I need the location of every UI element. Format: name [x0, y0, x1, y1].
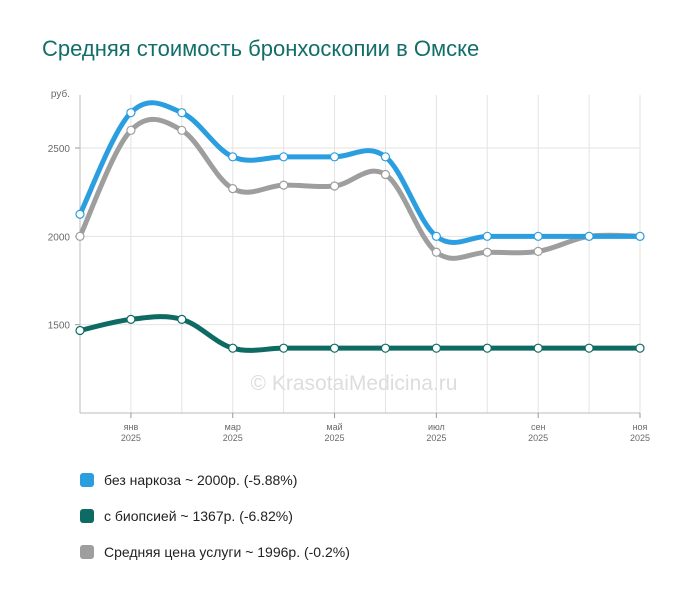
- legend-swatch: [80, 545, 94, 559]
- x-tick-label-month: май: [326, 422, 342, 432]
- x-tick-label-month: июл: [428, 422, 445, 432]
- data-point: [380, 152, 391, 162]
- x-tick-label-month: янв: [124, 422, 139, 432]
- x-tick-label-year: 2025: [325, 433, 345, 443]
- legend-label: без наркоза ~ 2000р. (-5.88%): [104, 472, 298, 488]
- series-line: [77, 314, 643, 353]
- data-point: [75, 325, 85, 336]
- data-point: [228, 152, 238, 162]
- legend-swatch: [80, 509, 94, 523]
- data-point: [177, 125, 187, 135]
- data-point: [482, 343, 492, 353]
- data-point: [584, 231, 594, 241]
- data-point: [533, 246, 543, 256]
- legend-label: Средняя цена услуги ~ 1996р. (-0.2%): [104, 544, 350, 560]
- x-tick-label-year: 2025: [630, 433, 650, 443]
- data-point: [279, 343, 289, 353]
- data-point: [126, 125, 136, 135]
- legend-swatch: [80, 473, 94, 487]
- x-tick-label-year: 2025: [426, 433, 446, 443]
- legend-item[interactable]: Средняя цена услуги ~ 1996р. (-0.2%): [80, 534, 350, 570]
- data-point: [380, 169, 391, 180]
- data-point: [177, 108, 187, 118]
- chart-title: Средняя стоимость бронхоскопии в Омске: [42, 36, 480, 61]
- grid: [79, 95, 641, 413]
- data-point: [75, 231, 85, 241]
- data-point: [329, 343, 340, 353]
- data-point: [431, 231, 441, 241]
- data-point: [635, 231, 645, 241]
- data-point: [431, 247, 441, 257]
- data-point: [228, 184, 238, 194]
- y-tick-label: 1500: [48, 321, 71, 332]
- x-tick-label-month: мар: [225, 422, 241, 432]
- legend-item[interactable]: с биопсией ~ 1367р. (-6.82%): [80, 498, 350, 534]
- x-tick-label-month: сен: [531, 422, 546, 432]
- y-tick-label: 2500: [48, 144, 71, 155]
- data-point: [279, 152, 289, 162]
- x-tick-label-year: 2025: [223, 433, 243, 443]
- series-1: [75, 100, 645, 245]
- data-point: [482, 231, 492, 241]
- y-axis-unit-label: руб.: [51, 88, 70, 100]
- data-point: [177, 314, 187, 324]
- x-tick-label-year: 2025: [121, 433, 141, 443]
- data-point: [635, 343, 645, 353]
- data-point: [329, 181, 340, 191]
- watermark-text: © KrasotaiMedicina.ru: [251, 372, 458, 395]
- y-tick-label: 2000: [48, 232, 71, 243]
- data-point: [126, 108, 136, 118]
- data-point: [431, 343, 441, 353]
- data-point: [228, 343, 238, 353]
- x-tick-label-year: 2025: [528, 433, 548, 443]
- data-point: [533, 231, 543, 241]
- legend-label: с биопсией ~ 1367р. (-6.82%): [104, 508, 293, 524]
- data-point: [533, 343, 543, 353]
- legend: без наркоза ~ 2000р. (-5.88%) с биопсией …: [80, 462, 350, 570]
- series-group: [75, 100, 645, 353]
- series-2: [75, 314, 645, 353]
- data-point: [482, 247, 492, 257]
- data-point: [75, 209, 85, 219]
- data-point: [126, 314, 136, 324]
- data-point: [380, 343, 391, 353]
- data-point: [584, 343, 594, 353]
- legend-item[interactable]: без наркоза ~ 2000р. (-5.88%): [80, 462, 350, 498]
- data-point: [329, 152, 340, 162]
- axes: 150020002500руб.янв2025мар2025май2025июл…: [48, 88, 650, 443]
- line-chart: 150020002500руб.янв2025мар2025май2025июл…: [48, 88, 650, 443]
- x-tick-label-month: ноя: [633, 422, 648, 432]
- data-point: [279, 180, 289, 190]
